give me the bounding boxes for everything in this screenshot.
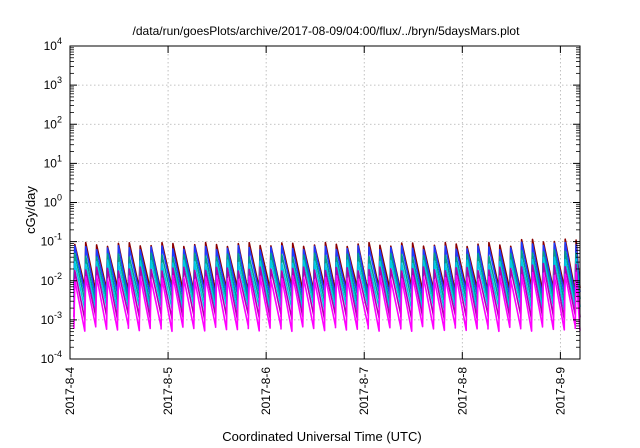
x-tick-label: 2017-8-9 — [553, 367, 567, 415]
y-axis-label: cGy/day — [23, 186, 38, 234]
tick-layer: 10-4 10-3 10-2 10-1 100 101 102 103 104 2017-8-4 2… — [41, 36, 580, 415]
x-tick-label: 2017-8-7 — [357, 367, 371, 415]
series-layer — [73, 238, 581, 333]
x-tick-label: 2017-8-8 — [455, 367, 469, 415]
y-tick-label: 103 — [44, 75, 62, 92]
x-tick-label: 2017-8-5 — [161, 367, 175, 415]
y-tick-label: 101 — [44, 153, 62, 170]
x-axis-label: Coordinated Universal Time (UTC) — [222, 429, 421, 444]
series-line — [73, 271, 581, 333]
y-tick-label: 10-2 — [41, 271, 62, 288]
y-tick-label: 100 — [44, 193, 62, 210]
y-tick-label: 10-1 — [41, 232, 62, 249]
y-tick-label: 10-3 — [41, 310, 62, 327]
chart-title: /data/run/goesPlots/archive/2017-08-09/0… — [133, 24, 521, 38]
x-tick-label: 2017-8-4 — [63, 367, 77, 415]
y-tick-label: 104 — [44, 36, 62, 53]
y-tick-label: 102 — [44, 114, 62, 131]
y-tick-label: 10-4 — [41, 349, 62, 366]
x-tick-label: 2017-8-6 — [259, 367, 273, 415]
